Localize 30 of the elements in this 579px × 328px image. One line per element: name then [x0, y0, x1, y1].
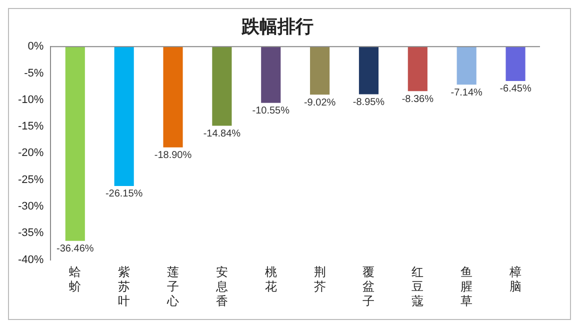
- x-tick-label: 樟脑: [508, 265, 522, 294]
- x-tick-label: 蛤蚧: [69, 265, 82, 294]
- y-tick-label: -35%: [18, 227, 44, 240]
- data-label: -18.90%: [154, 150, 192, 162]
- data-label: -14.84%: [203, 128, 241, 140]
- y-tick-label: -5%: [24, 67, 44, 80]
- data-label: -8.95%: [352, 97, 385, 108]
- data-label: -7.14%: [450, 87, 483, 98]
- y-tick-label: -15%: [18, 120, 44, 133]
- x-tick-label: 紫苏叶: [118, 265, 130, 308]
- x-tick-label: 莲子心: [166, 265, 180, 308]
- y-tick-label: -20%: [18, 147, 44, 160]
- chart-title: 跌幅排行: [240, 16, 314, 38]
- data-label: -26.15%: [105, 188, 143, 200]
- x-tick-label: 桃花: [264, 265, 277, 294]
- data-label: -6.45%: [500, 84, 532, 95]
- data-label: -10.55%: [252, 106, 290, 117]
- data-label: -36.46%: [56, 244, 94, 255]
- x-tick-label: 覆盆子: [362, 265, 375, 308]
- y-tick-label: -10%: [18, 94, 44, 106]
- data-label: -9.02%: [304, 97, 336, 108]
- x-tick-label: 红豆蔻: [412, 265, 424, 308]
- x-tick-label: 安息香: [214, 265, 228, 308]
- x-tick-label: 荆芥: [314, 265, 326, 294]
- x-tick-label: 鱼腥草: [460, 265, 473, 308]
- y-tick-label: -25%: [18, 174, 44, 186]
- data-label: -8.36%: [402, 94, 434, 105]
- y-tick-label: -30%: [18, 200, 44, 213]
- y-tick-label: 0%: [28, 40, 44, 53]
- y-tick-label: -40%: [18, 254, 44, 266]
